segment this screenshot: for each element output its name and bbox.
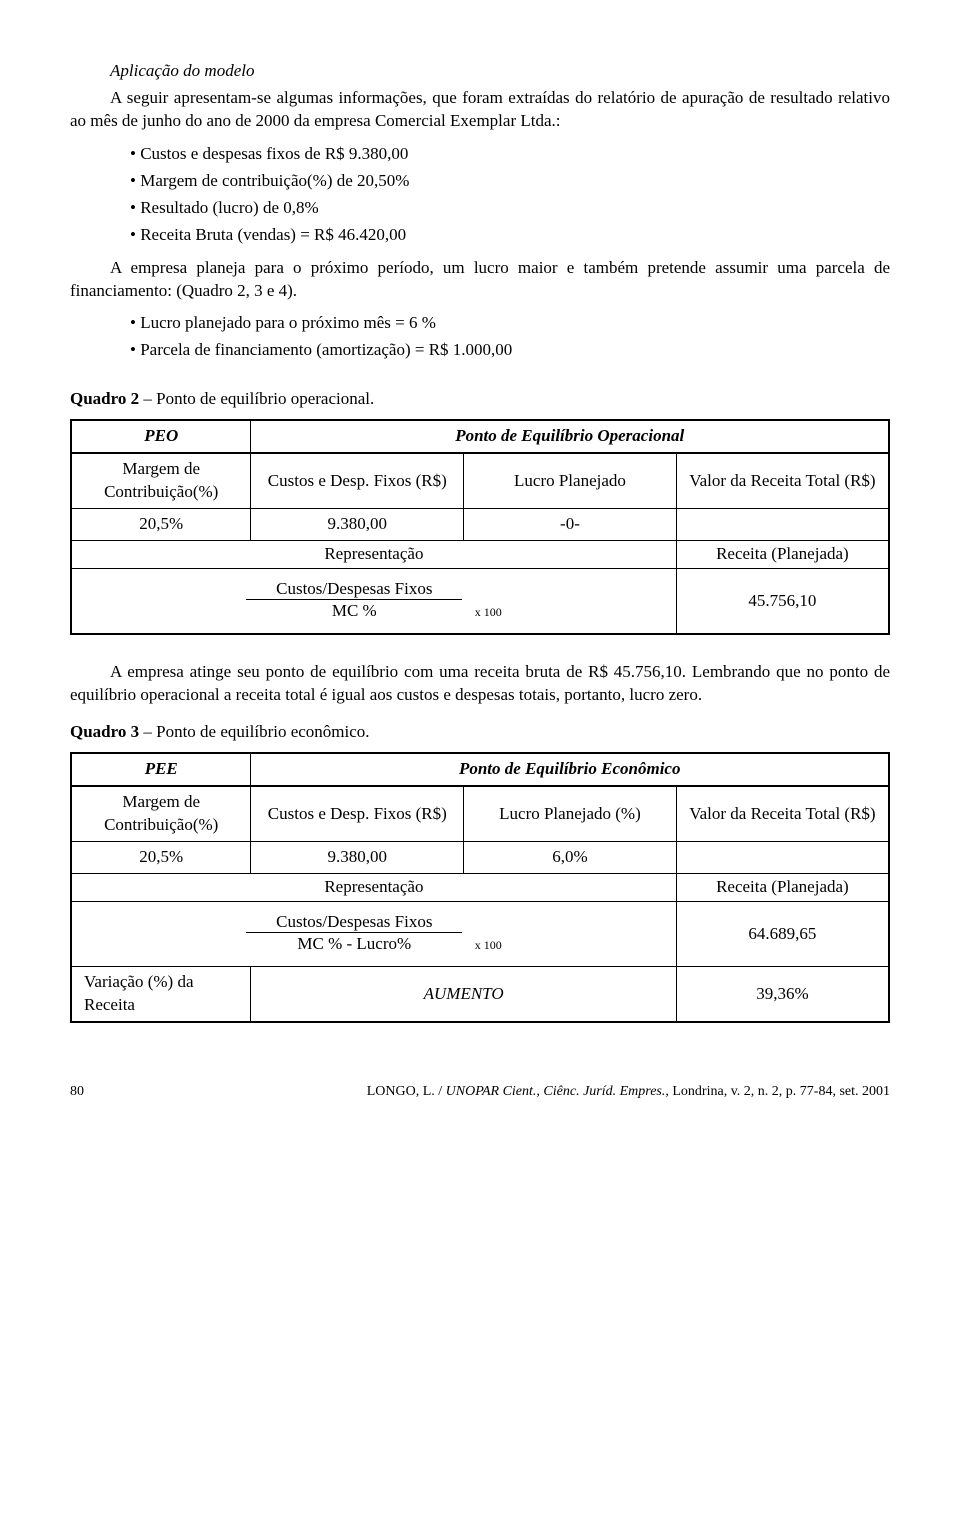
receita-planejada-label: Receita (Planejada) (676, 541, 889, 569)
quadro2-table: PEO Ponto de Equilíbrio Operacional Marg… (70, 419, 890, 635)
pee-head-right: Ponto de Equilíbrio Econômico (251, 753, 889, 786)
quadro3-table: PEE Ponto de Equilíbrio Econômico Margem… (70, 752, 890, 1023)
list-item: Lucro planejado para o próximo mês = 6 % (130, 312, 890, 335)
page-number: 80 (70, 1083, 84, 1102)
table-cell: 6,0% (464, 842, 677, 874)
col-header: Custos e Desp. Fixos (R$) (251, 786, 464, 841)
variacao-aumento: AUMENTO (251, 967, 676, 1022)
intro-paragraph: A seguir apresentam-se algumas informaçõ… (70, 87, 890, 133)
col-header: Custos e Desp. Fixos (R$) (251, 453, 464, 508)
table-cell: -0- (464, 509, 677, 541)
table-cell: 9.380,00 (251, 509, 464, 541)
receita-planejada-label: Receita (Planejada) (676, 873, 889, 901)
table-cell (676, 842, 889, 874)
col-header: Margem de Contribuição(%) (71, 453, 251, 508)
list-item: Receita Bruta (vendas) = R$ 46.420,00 (130, 224, 890, 247)
bullet-list-2: Lucro planejado para o próximo mês = 6 %… (130, 312, 890, 362)
col-header: Margem de Contribuição(%) (71, 786, 251, 841)
section-title: Aplicação do modelo (110, 61, 254, 80)
list-item: Margem de contribuição(%) de 20,50% (130, 170, 890, 193)
table-cell (676, 509, 889, 541)
formula-denominator: MC % - Lucro% (246, 933, 462, 954)
table-cell: 9.380,00 (251, 842, 464, 874)
list-item: Resultado (lucro) de 0,8% (130, 197, 890, 220)
peo-head-left: PEO (71, 420, 251, 453)
col-header: Valor da Receita Total (R$) (676, 453, 889, 508)
col-header: Lucro Planejado (464, 453, 677, 508)
mid-paragraph-1: A empresa planeja para o próximo período… (70, 257, 890, 303)
table-cell: 20,5% (71, 509, 251, 541)
list-item: Parcela de financiamento (amortização) =… (130, 339, 890, 362)
representation-label: Representação (71, 873, 676, 901)
x100-label: x 100 (467, 938, 502, 952)
quadro3-caption-bold: Quadro 3 (70, 722, 139, 741)
quadro3-caption-rest: – Ponto de equilíbrio econômico. (139, 722, 369, 741)
col-header: Lucro Planejado (%) (464, 786, 677, 841)
list-item: Custos e despesas fixos de R$ 9.380,00 (130, 143, 890, 166)
page-footer: 80 LONGO, L. / UNOPAR Cient., Ciênc. Jur… (70, 1083, 890, 1102)
cite-journal: UNOPAR Cient., Ciênc. Juríd. Empres. (446, 1084, 666, 1099)
result-value: 45.756,10 (676, 568, 889, 634)
col-header: Valor da Receita Total (R$) (676, 786, 889, 841)
pee-head-left: PEE (71, 753, 251, 786)
footer-citation: LONGO, L. / UNOPAR Cient., Ciênc. Juríd.… (367, 1083, 890, 1102)
variacao-label: Variação (%) da Receita (71, 967, 251, 1022)
variacao-value: 39,36% (676, 967, 889, 1022)
formula-numerator: Custos/Despesas Fixos (246, 579, 462, 601)
result-value: 64.689,65 (676, 901, 889, 966)
peo-head-right: Ponto de Equilíbrio Operacional (251, 420, 889, 453)
bullet-list-1: Custos e despesas fixos de R$ 9.380,00 M… (130, 143, 890, 247)
table-cell: 20,5% (71, 842, 251, 874)
x100-label: x 100 (467, 605, 502, 619)
cite-tail: , Londrina, v. 2, n. 2, p. 77-84, set. 2… (665, 1084, 890, 1099)
formula-cell: Custos/Despesas Fixos MC % - Lucro% x 10… (71, 901, 676, 966)
cite-author: LONGO, L. / (367, 1084, 446, 1099)
formula-numerator: Custos/Despesas Fixos (246, 912, 462, 934)
formula-cell: Custos/Despesas Fixos MC % x 100 (71, 568, 676, 634)
representation-label: Representação (71, 541, 676, 569)
formula-denominator: MC % (246, 600, 462, 621)
mid-paragraph-2: A empresa atinge seu ponto de equilíbrio… (70, 661, 890, 707)
quadro2-caption-rest: – Ponto de equilíbrio operacional. (139, 389, 374, 408)
quadro2-caption-bold: Quadro 2 (70, 389, 139, 408)
